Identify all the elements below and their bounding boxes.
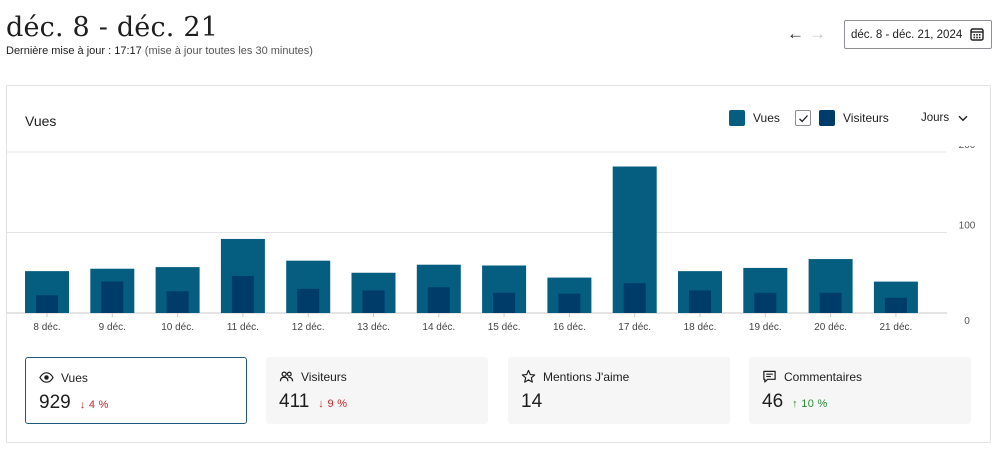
legend-visitors-label: Visiteurs <box>843 111 889 125</box>
bar-visitors[interactable] <box>362 290 385 313</box>
x-tick-label: 12 déc. <box>292 322 325 333</box>
date-range-picker[interactable]: déc. 8 - déc. 21, 2024 <box>844 20 992 49</box>
stat-value: 46 <box>762 391 784 412</box>
x-tick-label: 21 déc. <box>879 322 912 333</box>
bar-visitors[interactable] <box>754 292 777 313</box>
period-label: Jours <box>921 112 950 124</box>
people-icon <box>279 371 294 382</box>
x-tick-label: 17 déc. <box>618 322 651 333</box>
y-tick-label: 100 <box>959 221 976 232</box>
bar-visitors[interactable] <box>231 275 254 313</box>
stat-card-likes[interactable]: Mentions J'aime 14 <box>508 357 730 424</box>
bar-visitors[interactable] <box>558 293 581 313</box>
previous-period-button[interactable]: ← <box>787 24 804 43</box>
x-tick-label: 16 déc. <box>553 322 586 333</box>
comment-icon <box>763 370 776 383</box>
checkmark-icon <box>798 114 808 122</box>
stat-delta: ↓ 4 % <box>79 399 109 411</box>
stat-value: 929 <box>39 392 71 413</box>
bar-visitors[interactable] <box>884 297 907 313</box>
bar-visitors[interactable] <box>36 295 58 313</box>
stat-label: Vues <box>61 370 88 385</box>
bar-visitors[interactable] <box>166 291 189 313</box>
legend-views: Vues <box>729 110 780 126</box>
legend-visitors[interactable]: Visiteurs <box>795 110 889 126</box>
bar-visitors[interactable] <box>819 292 842 313</box>
bar-visitors[interactable] <box>101 281 124 313</box>
stat-delta: ↓ 9 % <box>318 398 348 410</box>
page-title: déc. 8 - déc. 21 <box>6 12 219 43</box>
x-tick-label: 8 déc. <box>33 322 60 333</box>
stat-label: Commentaires <box>784 369 863 384</box>
eye-icon <box>39 372 54 383</box>
x-tick-label: 10 déc. <box>161 322 194 333</box>
x-tick-label: 11 déc. <box>227 322 259 333</box>
star-icon <box>521 369 536 383</box>
stat-card-views[interactable]: Vues 929 ↓ 4 % <box>25 357 247 424</box>
x-tick-label: 18 déc. <box>684 322 717 333</box>
stat-label: Mentions J'aime <box>543 369 630 384</box>
date-range-label: déc. 8 - déc. 21, 2024 <box>851 28 963 41</box>
next-period-button[interactable]: → <box>809 24 826 43</box>
stat-label: Visiteurs <box>301 369 347 384</box>
period-dropdown[interactable]: Jours <box>921 112 968 124</box>
y-tick-label: 200 <box>959 146 976 151</box>
x-tick-label: 14 déc. <box>422 322 455 333</box>
bar-chart: 0 100 200 8 déc. 9 déc. 10 déc. 11 déc. 12 déc.… <box>7 146 976 333</box>
chart-title: Vues <box>25 113 57 129</box>
bar-visitors[interactable] <box>427 287 450 313</box>
x-tick-label: 9 déc. <box>99 322 126 333</box>
x-tick-label: 20 déc. <box>814 322 847 333</box>
stat-value: 411 <box>279 391 310 412</box>
stat-card-visitors[interactable]: Visiteurs 411 ↓ 9 % <box>266 357 488 424</box>
bar-visitors[interactable] <box>623 283 646 313</box>
visitors-checkbox[interactable] <box>795 110 811 126</box>
x-tick-label: 15 déc. <box>488 322 521 333</box>
stat-delta: ↑ 10 % <box>792 398 828 410</box>
bar-visitors[interactable] <box>493 292 516 313</box>
update-frequency-note: (mise à jour toutes les 30 minutes) <box>144 45 313 57</box>
legend-visitors-swatch <box>819 110 835 126</box>
legend-views-label: Vues <box>753 111 780 125</box>
stat-card-comments[interactable]: Commentaires 46 ↑ 10 % <box>749 357 971 424</box>
bar-visitors[interactable] <box>689 290 711 313</box>
calendar-icon <box>970 28 984 41</box>
bar-visitors[interactable] <box>297 288 320 313</box>
last-update-info: Dernière mise à jour : 17:17 (mise à jou… <box>6 45 313 57</box>
chevron-down-icon <box>958 115 968 121</box>
last-update-label: Dernière mise à jour : 17:17 <box>6 45 142 57</box>
x-tick-label: 13 déc. <box>357 322 390 333</box>
stats-card: Vues Vues Visiteurs Jours 0 100 200 8 déc. 9… <box>6 85 991 443</box>
x-tick-label: 19 déc. <box>749 322 782 333</box>
legend-views-swatch <box>729 110 745 126</box>
y-tick-label: 0 <box>964 316 970 327</box>
stat-value: 14 <box>521 391 543 412</box>
